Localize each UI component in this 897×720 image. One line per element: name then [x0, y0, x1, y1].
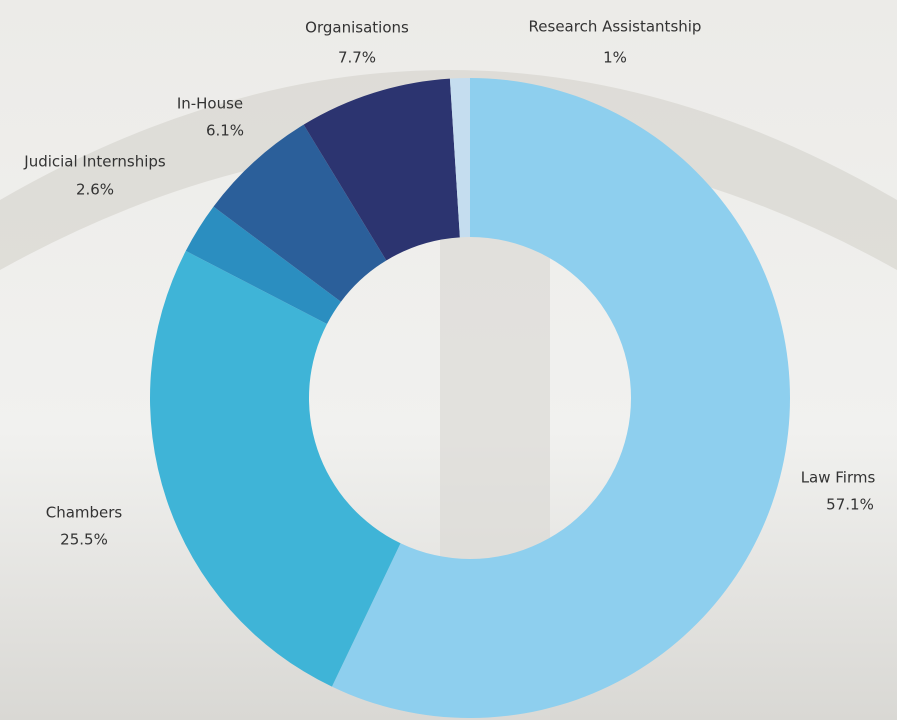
slice-value-label: 2.6%	[76, 181, 114, 199]
slice-value-label: 7.7%	[338, 49, 376, 67]
slice-value-label: 57.1%	[826, 496, 874, 514]
slice-label: Law Firms	[801, 469, 876, 487]
slice-label: Judicial Internships	[23, 153, 166, 171]
slice-value-label: 1%	[603, 49, 627, 67]
slice-label: Organisations	[305, 19, 409, 37]
slice-label: In-House	[177, 95, 243, 113]
slice-label: Chambers	[46, 504, 123, 522]
slice-label: Research Assistantship	[529, 18, 702, 36]
slice-value-label: 6.1%	[206, 122, 244, 140]
slice-value-label: 25.5%	[60, 531, 108, 549]
chart: Law Firms 57.1% Chambers 25.5% Judicial Inte…	[0, 0, 897, 720]
